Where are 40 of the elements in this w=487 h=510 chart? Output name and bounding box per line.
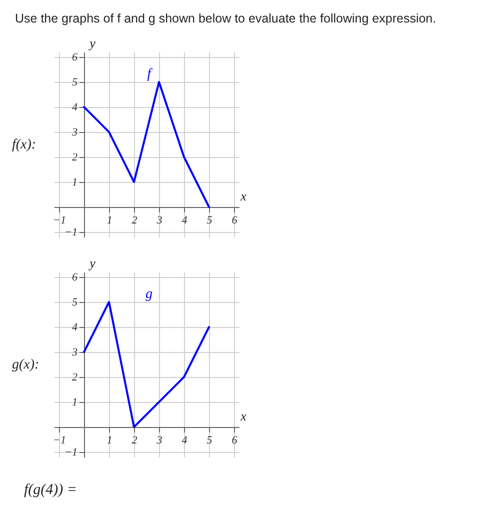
x-tick-label: 2 — [132, 214, 138, 226]
line-series — [83, 81, 210, 208]
y-tick-label: 4 — [72, 102, 78, 114]
y-tick-label: 4 — [72, 322, 78, 334]
x-tick-label: 3 — [156, 214, 163, 226]
series-label: f — [147, 67, 154, 82]
y-axis-title: y — [88, 256, 96, 270]
y-tick-label: 2 — [72, 372, 78, 384]
x-axis-title: x — [240, 408, 247, 424]
text: f(x): — [12, 138, 36, 152]
x-tick-label: 6 — [232, 434, 238, 446]
y-axis-title: y — [88, 36, 96, 50]
y-tick-label: −1 — [64, 446, 78, 458]
x-tick-label: 6 — [232, 214, 238, 226]
x-tick-label: 2 — [132, 434, 138, 446]
chart-title: Use the graphs of f and g shown below to evaluate the following expression. — [15, 12, 436, 26]
line-series — [83, 301, 210, 428]
y-tick-label: 1 — [72, 176, 78, 188]
y-tick-label: 5 — [72, 76, 78, 88]
text: g — [146, 287, 152, 302]
x-tick-label: −1 — [53, 434, 66, 446]
y-tick-label: 2 — [72, 152, 78, 164]
x-tick-label: 4 — [182, 434, 188, 446]
x-tick-label: 5 — [206, 434, 213, 446]
x-tick-label: −1 — [53, 214, 66, 226]
text: f(g(4)) = — [24, 482, 77, 498]
y-tick-label: −1 — [64, 226, 78, 238]
y-tick-label: 1 — [72, 396, 78, 408]
x-axis-title: x — [240, 188, 247, 204]
x-tick-label: 1 — [106, 434, 112, 446]
x-tick-label: 4 — [182, 214, 188, 226]
y-tick-label: 6 — [72, 52, 78, 64]
text: g(x): — [12, 358, 40, 372]
y-tick-label: 5 — [72, 296, 78, 308]
y-tick-label: 3 — [71, 346, 78, 358]
x-tick-label: 5 — [206, 214, 213, 226]
x-tick-label: 1 — [106, 214, 112, 226]
y-tick-label: 6 — [72, 272, 78, 284]
y-tick-label: 3 — [71, 126, 78, 138]
x-tick-label: 3 — [156, 434, 163, 446]
